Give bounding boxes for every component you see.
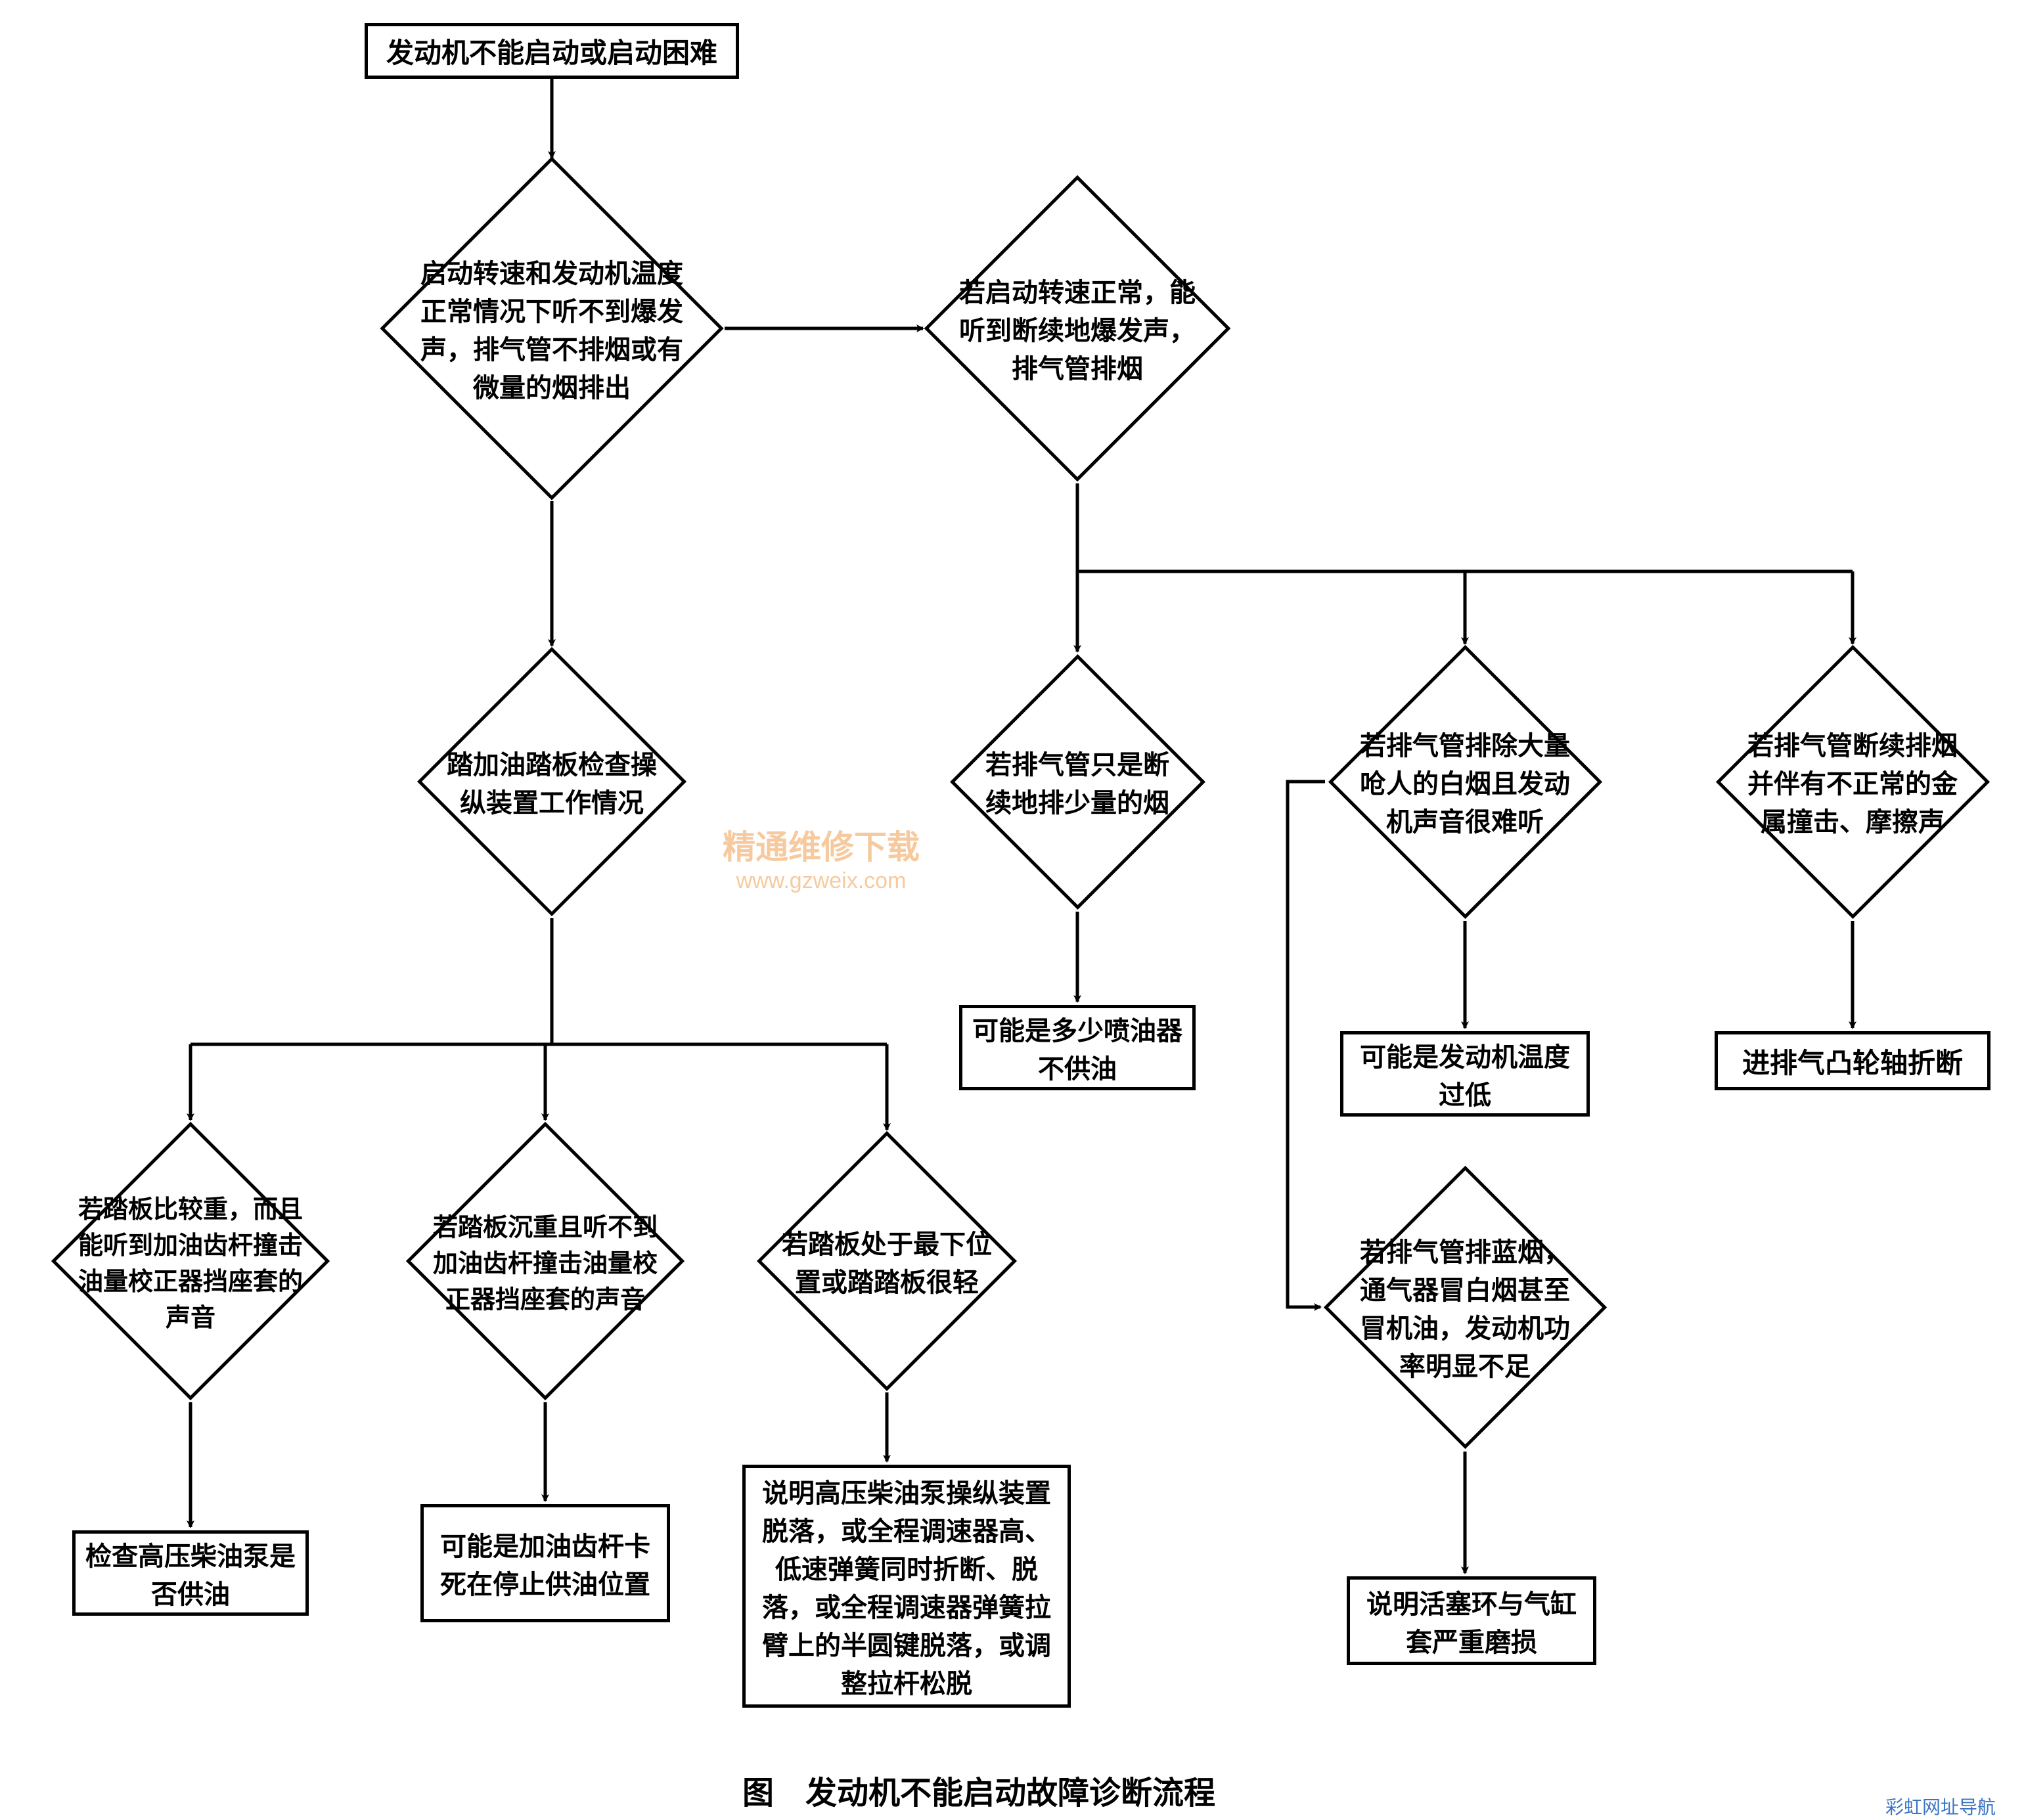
node-label: 说明活塞环与气缸套严重磨损 <box>1355 1583 1588 1659</box>
diamond-node-n_d7: 若踏板比较重，而且能听到加油齿杆撞击油量校正器挡座套的声音 <box>92 1163 289 1360</box>
diamond-node-n_d10: 若排气管排蓝烟，通气器冒白烟甚至冒机油，发动机功率明显不足 <box>1365 1207 1565 1408</box>
diamond-node-n_d3: 踏加油踏板检查操纵装置工作情况 <box>457 686 647 877</box>
footer-link[interactable]: 彩虹网址导航 <box>1885 1793 1996 1819</box>
diamond-node-n_d8: 若踏板沉重且听不到加油齿杆撞击油量校正器挡座套的声音 <box>447 1163 644 1360</box>
watermark-line1: 精通维修下载 <box>723 821 920 868</box>
diamond-node-n_d4: 若排气管只是断续地排少量的烟 <box>987 692 1168 872</box>
node-label: 若启动转速正常，能听到断续地爆发声，排气管排烟 <box>926 271 1229 386</box>
rect-node-n_r1: 可能是多少喷油器不供油 <box>959 1005 1196 1090</box>
node-label: 启动转速和发动机温度正常情况下听不到爆发声，排气管不排烟或有微量的烟排出 <box>382 252 722 405</box>
edge <box>1288 782 1325 1307</box>
rect-node-n_r3: 进排气凸轮轴折断 <box>1715 1031 1990 1090</box>
rect-node-n_r5: 可能是加油齿杆卡死在停止供油位置 <box>420 1504 670 1622</box>
diamond-node-n_d9: 若踏板处于最下位置或踏踏板很轻 <box>795 1169 979 1353</box>
watermark: 精通维修下载www.gzweix.com <box>723 821 920 894</box>
node-label: 若排气管排除大量呛人的白烟且发动机声音很难听 <box>1330 724 1601 839</box>
diamond-node-n_d6: 若排气管断续排烟并伴有不正常的金属撞击、摩擦声 <box>1756 685 1950 879</box>
diamond-node-n_d1: 启动转速和发动机温度正常情况下听不到爆发声，排气管不排烟或有微量的烟排出 <box>430 207 673 450</box>
diamond-node-n_d2: 若启动转速正常，能听到断续地爆发声，排气管排烟 <box>969 220 1186 437</box>
watermark-line2: www.gzweix.com <box>723 868 920 894</box>
node-label: 发动机不能启动或启动困难 <box>386 31 717 71</box>
node-label: 可能是多少喷油器不供油 <box>968 1010 1187 1086</box>
node-label: 说明高压柴油泵操纵装置脱落，或全程调速器高、低速弹簧同时折断、脱落，或全程调速器… <box>751 1472 1062 1700</box>
rect-node-n_r7: 说明活塞环与气缸套严重磨损 <box>1347 1576 1596 1665</box>
edge <box>191 918 552 1044</box>
node-label: 若排气管排蓝烟，通气器冒白烟甚至冒机油，发动机功率明显不足 <box>1325 1231 1606 1383</box>
rect-node-n_r4: 检查高压柴油泵是否供油 <box>72 1530 309 1616</box>
diamond-node-n_d5: 若排气管排除大量呛人的白烟且发动机声音很难听 <box>1368 685 1562 879</box>
flowchart-canvas: 发动机不能启动或启动困难启动转速和发动机温度正常情况下听不到爆发声，排气管不排烟… <box>0 0 2024 1820</box>
node-label: 若踏板处于最下位置或踏踏板很轻 <box>758 1223 1016 1299</box>
node-label: 踏加油踏板检查操纵装置工作情况 <box>418 744 685 820</box>
node-label: 检查高压柴油泵是否供油 <box>81 1535 300 1611</box>
node-label: 若排气管断续排烟并伴有不正常的金属撞击、摩擦声 <box>1717 724 1989 839</box>
node-label: 可能是发动机温度过低 <box>1349 1036 1581 1112</box>
node-label: 可能是加油齿杆卡死在停止供油位置 <box>429 1525 662 1601</box>
rect-node-n_start: 发动机不能启动或启动困难 <box>365 23 739 79</box>
node-label: 若踏板沉重且听不到加油齿杆撞击油量校正器挡座套的声音 <box>407 1207 683 1316</box>
rect-node-n_r6: 说明高压柴油泵操纵装置脱落，或全程调速器高、低速弹簧同时折断、脱落，或全程调速器… <box>742 1465 1071 1708</box>
edge <box>1077 483 1853 571</box>
rect-node-n_r2: 可能是发动机温度过低 <box>1340 1031 1590 1117</box>
node-label: 若踏板比较重，而且能听到加油齿杆撞击油量校正器挡座套的声音 <box>53 1189 328 1333</box>
caption: 图 发动机不能启动故障诊断流程 <box>742 1767 1215 1813</box>
node-label: 若排气管只是断续地排少量的烟 <box>951 744 1204 820</box>
node-label: 进排气凸轮轴折断 <box>1742 1041 1963 1081</box>
